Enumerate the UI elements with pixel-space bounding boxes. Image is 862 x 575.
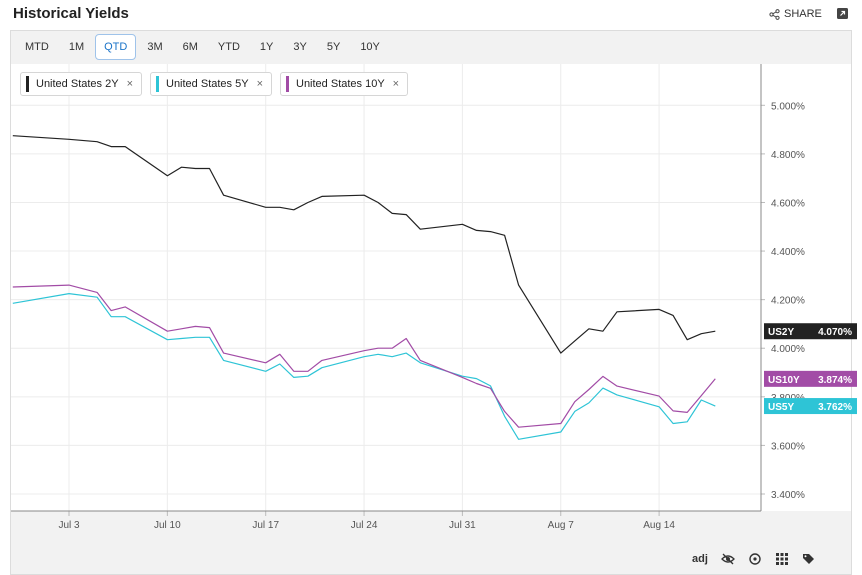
plot-area	[11, 64, 761, 511]
chart-footer	[11, 541, 851, 574]
last-value-text: 4.070%	[818, 327, 852, 338]
y-tick-label: 3.600%	[771, 441, 805, 452]
y-tick-label: 3.400%	[771, 490, 805, 501]
range-button-3m[interactable]: 3M	[147, 41, 163, 53]
last-value-badge	[764, 323, 857, 340]
page-title: Historical Yields	[13, 5, 129, 22]
tags-icon[interactable]	[802, 552, 816, 566]
legend-chip[interactable]: United States 10Y ×	[280, 72, 409, 96]
y-tick-label: 4.200%	[771, 296, 805, 307]
chart-tools: adj	[692, 552, 816, 566]
last-value-tag: US10Y	[768, 375, 800, 386]
legend-chip[interactable]: United States 2Y ×	[20, 72, 142, 96]
crosshair-icon[interactable]	[748, 552, 762, 566]
series-line-us2y	[12, 135, 716, 354]
legend-color-swatch	[156, 76, 159, 92]
grid-icon[interactable]	[775, 552, 789, 566]
remove-series-icon[interactable]: ×	[126, 78, 133, 90]
hide-icon[interactable]	[720, 552, 735, 566]
y-tick-label: 4.000%	[771, 344, 805, 355]
x-tick-label: Jul 24	[351, 520, 378, 531]
legend-chip[interactable]: United States 5Y ×	[150, 72, 272, 96]
range-button-qtd[interactable]: QTD	[95, 34, 137, 60]
last-value-text: 3.874%	[818, 375, 852, 386]
range-button-mtd[interactable]: MTD	[25, 41, 49, 53]
range-button-10y[interactable]: 10Y	[360, 41, 380, 53]
series-line-us5y	[12, 293, 716, 440]
y-tick-label: 4.400%	[771, 247, 805, 258]
range-button-3y[interactable]: 3Y	[293, 41, 307, 53]
range-button-5y[interactable]: 5Y	[326, 41, 341, 53]
legend-label: United States 2Y	[36, 78, 119, 90]
header: Historical Yields SHARE	[0, 0, 862, 30]
y-axis-area	[761, 64, 851, 511]
x-tick-label: Jul 3	[58, 520, 80, 531]
x-tick-label: Aug 14	[643, 520, 675, 531]
x-tick-label: Jul 17	[252, 520, 279, 531]
legend-label: United States 5Y	[166, 78, 249, 90]
range-button-1m[interactable]: 1M	[68, 41, 85, 53]
adj-button[interactable]: adj	[692, 553, 708, 565]
share-button[interactable]: SHARE	[769, 8, 822, 20]
series-line-us10y	[12, 284, 716, 428]
share-icon	[769, 8, 780, 20]
legend: United States 2Y × United States 5Y × United…	[20, 72, 409, 96]
y-tick-label: 4.800%	[771, 150, 805, 161]
last-value-badge	[764, 370, 857, 387]
y-tick-label: 5.000%	[771, 101, 805, 112]
range-selector: MTD 1M QTD 3M 6M YTD 1Y 3Y 5Y 10Y	[10, 31, 389, 63]
range-button-1y[interactable]: 1Y	[259, 41, 274, 53]
remove-series-icon[interactable]: ×	[256, 78, 263, 90]
last-value-text: 3.762%	[818, 402, 852, 413]
range-button-6m[interactable]: 6M	[182, 41, 198, 53]
expand-icon[interactable]	[837, 8, 848, 19]
legend-color-swatch	[286, 76, 289, 92]
last-value-badge	[764, 398, 857, 415]
x-tick-label: Aug 7	[548, 520, 575, 531]
range-button-ytd[interactable]: YTD	[217, 41, 240, 53]
x-tick-label: Jul 10	[154, 520, 181, 531]
x-tick-label: Jul 31	[449, 520, 476, 531]
y-tick-label: 4.600%	[771, 198, 805, 209]
legend-color-swatch	[26, 76, 29, 92]
remove-series-icon[interactable]: ×	[392, 78, 400, 90]
share-label: SHARE	[784, 8, 822, 20]
last-value-tag: US5Y	[768, 402, 794, 413]
last-value-tag: US2Y	[768, 327, 794, 338]
legend-label: United States 10Y	[296, 78, 385, 90]
